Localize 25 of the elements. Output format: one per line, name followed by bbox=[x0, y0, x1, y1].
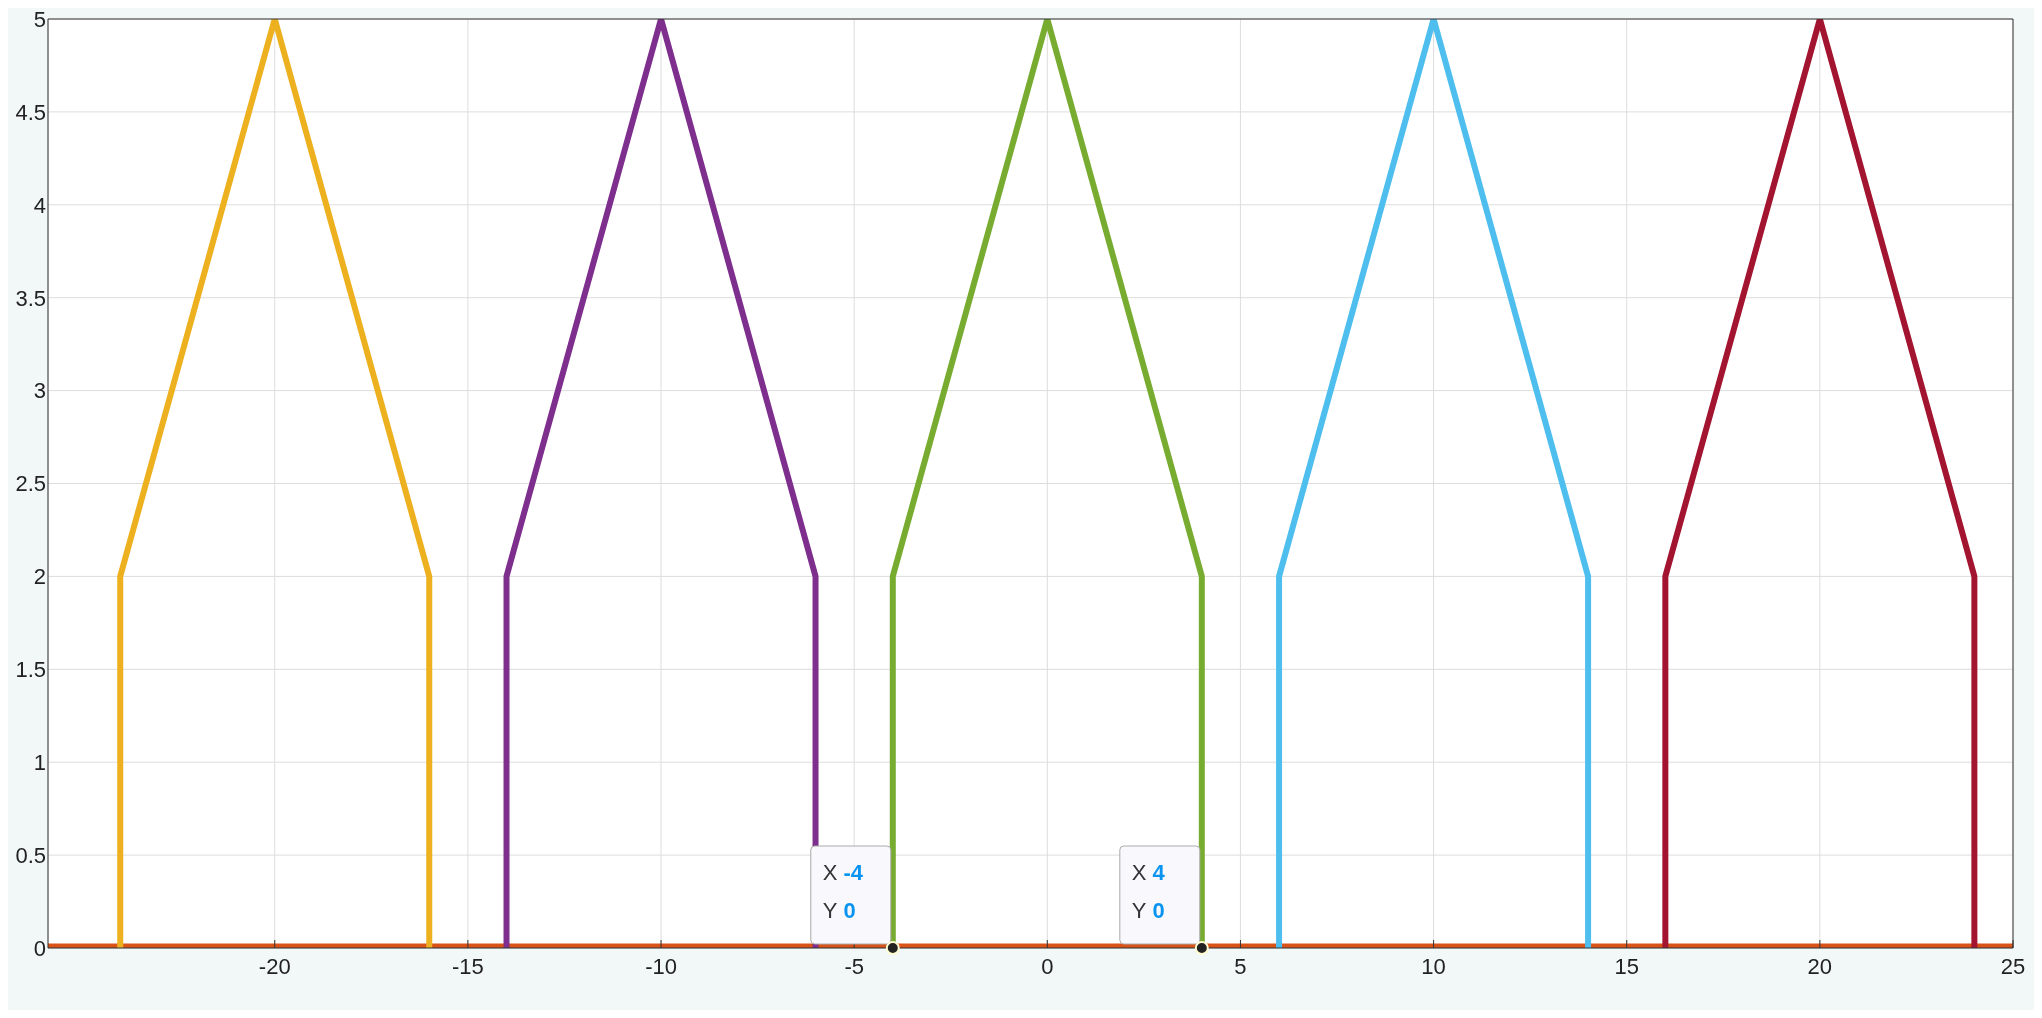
x-tick-label: 20 bbox=[1807, 953, 1833, 979]
x-tick-label: 10 bbox=[1421, 953, 1446, 979]
y-tick-label: 3.5 bbox=[15, 285, 46, 311]
y-tick-label: 1 bbox=[33, 750, 46, 776]
x-tick-label: -10 bbox=[645, 953, 677, 979]
x-tick-label: -5 bbox=[844, 953, 864, 979]
y-tick-label: 2.5 bbox=[15, 471, 46, 497]
y-tick-label: 0 bbox=[33, 935, 46, 961]
x-tick-label: 5 bbox=[1234, 953, 1247, 979]
x-tick-label: -20 bbox=[258, 953, 291, 979]
annotation: X -4 Y 0 bbox=[822, 860, 864, 923]
data-tip: X -4 Y 0 bbox=[810, 845, 892, 945]
y-tick-label: 0.5 bbox=[15, 842, 46, 868]
y-tick-label: 5 bbox=[33, 6, 46, 32]
data-tip: X 4 Y 0 bbox=[1119, 845, 1201, 945]
y-tick-label: 4 bbox=[33, 192, 46, 218]
x-tick-label: 0 bbox=[1041, 953, 1054, 979]
x-tick-label: -15 bbox=[451, 953, 484, 979]
y-tick-label: 3 bbox=[33, 378, 46, 404]
y-tick-label: 2 bbox=[33, 564, 46, 590]
y-tick-label: 4.5 bbox=[15, 99, 46, 125]
y-tick-label: 1.5 bbox=[15, 657, 46, 683]
x-tick-label: 15 bbox=[1614, 953, 1639, 979]
x-tick-label: 25 bbox=[2000, 953, 2026, 979]
annotation: X 4 Y 0 bbox=[1131, 860, 1166, 923]
